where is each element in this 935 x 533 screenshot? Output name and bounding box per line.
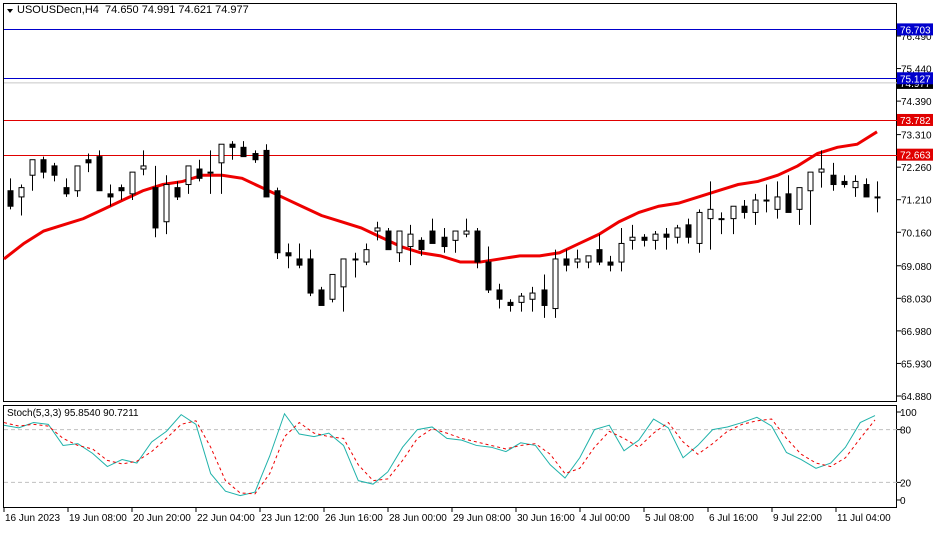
svg-text:4 Jul 00:00: 4 Jul 00:00 (581, 513, 630, 524)
svg-text:6 Jul 16:00: 6 Jul 16:00 (709, 513, 758, 524)
candlesticks (7, 141, 881, 318)
svg-text:5 Jul 08:00: 5 Jul 08:00 (645, 513, 694, 524)
svg-text:29 Jun 08:00: 29 Jun 08:00 (453, 513, 511, 524)
main-chart-frame (3, 3, 897, 402)
svg-text:30 Jun 16:00: 30 Jun 16:00 (517, 513, 575, 524)
svg-text:66.980: 66.980 (901, 327, 932, 338)
time-axis: 16 Jun 2023 19 Jun 08:00 20 Jun 20:00 22 Ju… (3, 508, 891, 524)
svg-text:73.310: 73.310 (901, 131, 932, 142)
svg-text:65.930: 65.930 (901, 359, 932, 370)
svg-text:26 Jun 16:00: 26 Jun 16:00 (325, 513, 383, 524)
level-price-labels: 74.977 76.703 75.127 73.782 72.663 (897, 23, 933, 162)
svg-text:72.260: 72.260 (901, 163, 932, 174)
svg-text:64.880: 64.880 (901, 392, 932, 403)
stoch-header: Stoch(5,3,3) 95.8540 90.7211 (7, 408, 139, 419)
svg-text:68.030: 68.030 (901, 294, 932, 305)
svg-text:23 Jun 12:00: 23 Jun 12:00 (261, 513, 319, 524)
svg-text:28 Jun 00:00: 28 Jun 00:00 (389, 513, 447, 524)
svg-text:19 Jun 08:00: 19 Jun 08:00 (69, 513, 127, 524)
svg-text:74.977: 74.977 (900, 79, 931, 90)
svg-text:74.390: 74.390 (901, 97, 932, 108)
svg-text:73.782: 73.782 (900, 116, 931, 127)
chart-header: USOUSDecn,H4 74.650 74.991 74.621 74.977 (17, 4, 249, 16)
horizontal-levels (4, 29, 897, 156)
svg-text:22 Jun 04:00: 22 Jun 04:00 (197, 513, 255, 524)
svg-text:76.703: 76.703 (900, 25, 931, 36)
moving-average-line (3, 130, 878, 264)
svg-text:0: 0 (900, 496, 906, 507)
stochastic-lines (3, 412, 897, 497)
svg-text:80: 80 (900, 426, 912, 437)
svg-text:75.440: 75.440 (901, 65, 932, 76)
collapse-triangle-icon[interactable] (7, 9, 13, 13)
svg-text:72.663: 72.663 (900, 151, 931, 162)
svg-text:70.160: 70.160 (901, 228, 932, 239)
svg-text:20 Jun 20:00: 20 Jun 20:00 (133, 513, 191, 524)
svg-text:76.490: 76.490 (901, 32, 932, 43)
svg-text:16 Jun 2023: 16 Jun 2023 (5, 513, 60, 524)
svg-text:20: 20 (900, 478, 912, 489)
svg-text:75.127: 75.127 (900, 74, 931, 85)
svg-text:69.080: 69.080 (901, 262, 932, 273)
svg-text:100: 100 (900, 408, 917, 419)
stoch-axis: 100 80 20 0 (897, 408, 917, 507)
price-axis: 76.490 75.440 74.390 73.310 72.260 71.210 70.1… (897, 32, 932, 403)
svg-text:9 Jul 22:00: 9 Jul 22:00 (773, 513, 822, 524)
svg-text:71.210: 71.210 (901, 196, 932, 207)
svg-text:11 Jul 04:00: 11 Jul 04:00 (837, 513, 891, 524)
